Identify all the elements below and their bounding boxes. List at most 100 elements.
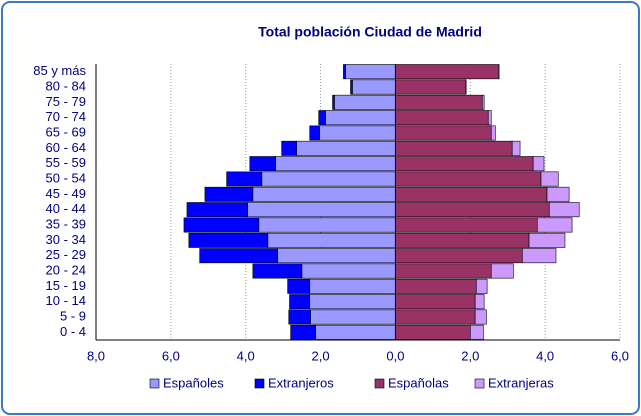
bar xyxy=(395,294,476,310)
bar xyxy=(395,94,483,110)
bar xyxy=(487,110,492,126)
y-tick-label: 35 - 39 xyxy=(46,216,86,231)
bar xyxy=(350,79,353,95)
bar xyxy=(199,248,278,264)
bar xyxy=(395,140,513,156)
bar xyxy=(532,156,545,172)
bar xyxy=(490,125,496,141)
bar xyxy=(395,263,492,279)
y-tick-label: 10 - 14 xyxy=(46,293,86,308)
bar xyxy=(290,324,317,340)
x-tick-label: 6,0 xyxy=(611,348,629,363)
legend-label: Extranjeras xyxy=(488,375,554,390)
bar xyxy=(287,278,311,294)
bar xyxy=(309,125,320,141)
y-tick-label: 50 - 54 xyxy=(46,170,86,185)
bar xyxy=(395,171,542,187)
y-tick-label: 70 - 74 xyxy=(46,109,86,124)
bar xyxy=(334,94,396,110)
legend-swatch xyxy=(374,378,385,389)
bar xyxy=(301,263,396,279)
bar xyxy=(395,156,534,172)
legend-swatch xyxy=(474,378,485,389)
bar xyxy=(249,156,276,172)
bar xyxy=(309,278,396,294)
bar xyxy=(289,294,311,310)
legend-label: Españolas xyxy=(388,375,449,390)
y-tick-label: 45 - 49 xyxy=(46,186,86,201)
bar xyxy=(395,248,523,264)
bar xyxy=(332,94,335,110)
bar xyxy=(540,171,559,187)
bar xyxy=(188,232,269,248)
bar xyxy=(395,232,530,248)
bar xyxy=(395,79,466,95)
y-tick-label: 0 - 4 xyxy=(60,324,86,339)
y-tick-label: 30 - 34 xyxy=(46,232,86,247)
y-tick-label: 15 - 19 xyxy=(46,278,86,293)
bar xyxy=(395,202,550,218)
y-tick-label: 80 - 84 xyxy=(46,78,86,93)
bar xyxy=(465,79,467,95)
bar xyxy=(186,202,248,218)
chart-title: Total población Ciudad de Madrid xyxy=(258,24,482,40)
legend-swatch xyxy=(149,378,160,389)
bar xyxy=(474,309,487,325)
bar xyxy=(183,217,260,233)
bar xyxy=(395,110,489,126)
y-tick-label: 65 - 69 xyxy=(46,124,86,139)
bar xyxy=(267,232,396,248)
bar xyxy=(261,171,396,187)
legend-label: Españoles xyxy=(163,375,224,390)
bar xyxy=(343,64,346,80)
bar xyxy=(395,217,538,233)
x-tick-label: 0,0 xyxy=(386,348,404,363)
x-tick-label: 2,0 xyxy=(312,348,330,363)
bar xyxy=(469,324,484,340)
bar xyxy=(309,294,396,310)
bar xyxy=(548,202,580,218)
bar xyxy=(352,79,396,95)
legend-swatch xyxy=(254,378,265,389)
y-tick-label: 85 y más xyxy=(33,63,86,78)
bar xyxy=(395,125,492,141)
bar xyxy=(281,140,297,156)
bar xyxy=(318,110,326,126)
x-tick-label: 4,0 xyxy=(536,348,554,363)
bar xyxy=(319,125,396,141)
x-tick-label: 2,0 xyxy=(461,348,479,363)
bar xyxy=(325,110,396,126)
bar xyxy=(315,324,396,340)
y-tick-label: 75 - 79 xyxy=(46,94,86,109)
bar xyxy=(252,186,396,202)
bar xyxy=(277,248,396,264)
x-tick-label: 8,0 xyxy=(87,348,105,363)
bar xyxy=(481,94,485,110)
y-tick-label: 25 - 29 xyxy=(46,247,86,262)
bar xyxy=(395,324,471,340)
bar xyxy=(475,278,488,294)
legend-label: Extranjeros xyxy=(268,375,334,390)
bar xyxy=(474,294,485,310)
y-tick-label: 40 - 44 xyxy=(46,201,86,216)
bar xyxy=(204,186,254,202)
bar xyxy=(498,64,500,80)
bar xyxy=(490,263,514,279)
bar xyxy=(522,248,557,264)
bar xyxy=(275,156,396,172)
bar xyxy=(288,309,311,325)
bar xyxy=(247,202,396,218)
bar xyxy=(395,186,548,202)
x-tick-label: 4,0 xyxy=(237,348,255,363)
bar xyxy=(528,232,566,248)
bar xyxy=(310,309,396,325)
x-tick-label: 6,0 xyxy=(162,348,180,363)
bar xyxy=(252,263,303,279)
bar xyxy=(296,140,396,156)
bar xyxy=(395,309,476,325)
bar xyxy=(258,217,396,233)
y-tick-label: 55 - 59 xyxy=(46,155,86,170)
y-tick-label: 60 - 64 xyxy=(46,140,86,155)
bar xyxy=(546,186,570,202)
